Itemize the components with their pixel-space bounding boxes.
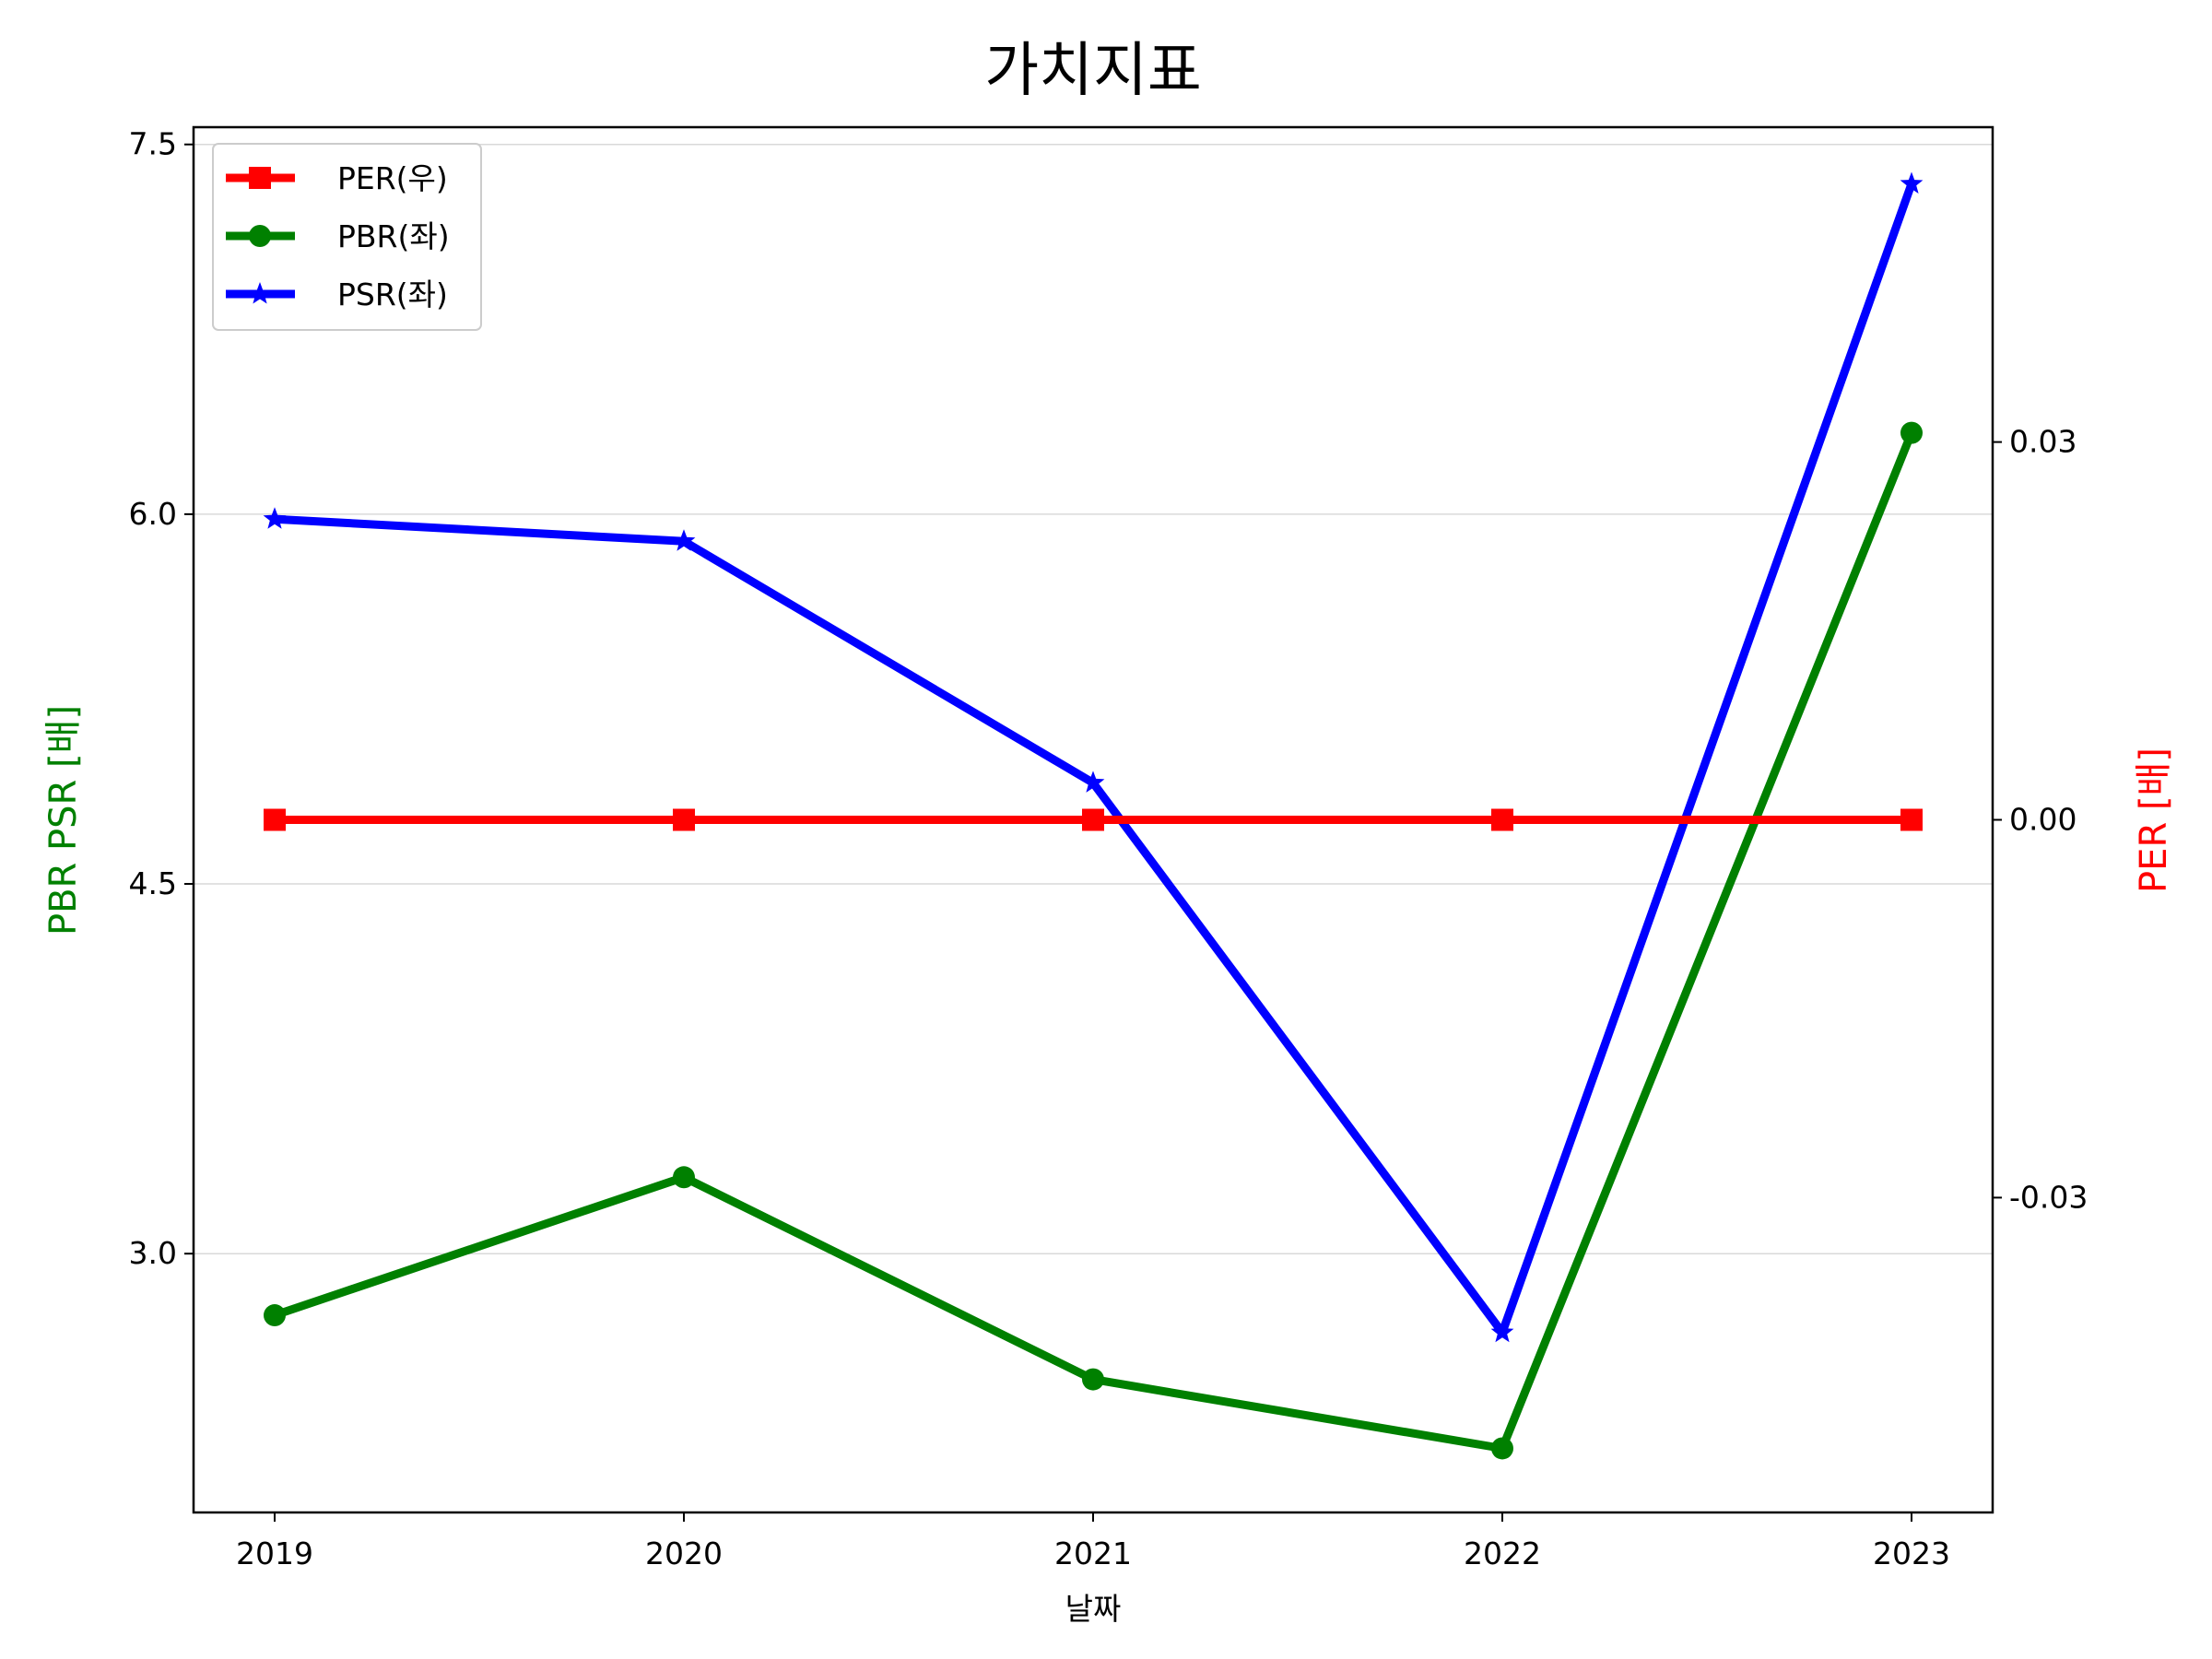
legend-item: PER(우)	[226, 160, 448, 196]
x-axis: 2019 2020 2021 2022 2023	[236, 1512, 1950, 1571]
series-line	[273, 430, 1916, 1453]
x-tick-label: 2019	[236, 1535, 313, 1571]
y-right-tick-label: 0.03	[2009, 424, 2077, 460]
x-tick-label: 2020	[645, 1535, 723, 1571]
legend-item: PBR(좌)	[226, 218, 450, 254]
series-PSR(좌)	[263, 171, 1924, 1343]
legend-label: PSR(좌)	[337, 276, 448, 312]
legend-swatch-marker	[248, 282, 272, 304]
legend-item: PSR(좌)	[226, 276, 448, 312]
y-axis-left-label: PBR PSR [배]	[42, 705, 85, 935]
data-point	[264, 808, 286, 831]
series-PBR(좌)	[264, 421, 1923, 1460]
data-point	[1082, 1368, 1104, 1391]
y-right-tick-label: -0.03	[2009, 1179, 2088, 1215]
data-point	[1490, 1320, 1514, 1343]
data-point	[1900, 421, 1923, 444]
legend-frame	[212, 143, 482, 331]
y-axis-right-label: PER [배]	[2133, 747, 2175, 893]
x-tick-label: 2021	[1054, 1535, 1132, 1571]
data-point	[672, 529, 696, 551]
data-point	[673, 808, 695, 831]
series-PER(우)	[264, 808, 1923, 831]
y-axis-right: -0.03 0.00 0.03	[1993, 424, 2088, 1215]
x-tick-label: 2023	[1873, 1535, 1950, 1571]
legend-swatch-marker	[249, 225, 271, 247]
y-right-tick-label: 0.00	[2009, 802, 2077, 838]
data-point	[1900, 808, 1923, 831]
legend-swatch-marker	[249, 167, 271, 189]
y-left-tick-label: 3.0	[129, 1235, 177, 1271]
y-left-tick-label: 6.0	[129, 496, 177, 532]
data-point	[1082, 808, 1104, 831]
data-point	[1081, 771, 1105, 793]
y-left-tick-label: 7.5	[129, 126, 177, 162]
x-axis-label: 날짜	[1065, 1591, 1122, 1627]
legend: PER(우) PBR(좌) PSR(좌)	[212, 143, 482, 331]
series-line	[274, 182, 1916, 1337]
grid-lines	[194, 143, 1993, 1254]
data-point	[673, 1166, 695, 1189]
data-point	[1900, 171, 1924, 194]
data-point	[1491, 808, 1513, 831]
legend-label: PBR(좌)	[337, 218, 450, 254]
series-layer	[263, 171, 1924, 1460]
x-tick-label: 2022	[1464, 1535, 1541, 1571]
legend-label: PER(우)	[337, 160, 448, 196]
y-left-tick-label: 4.5	[129, 865, 177, 901]
data-point	[264, 1304, 286, 1327]
y-axis-left: 3.0 4.5 6.0 7.5	[129, 126, 194, 1271]
data-point	[1491, 1437, 1513, 1460]
chart-title: 가치지표	[984, 37, 1202, 105]
data-point	[263, 507, 287, 529]
